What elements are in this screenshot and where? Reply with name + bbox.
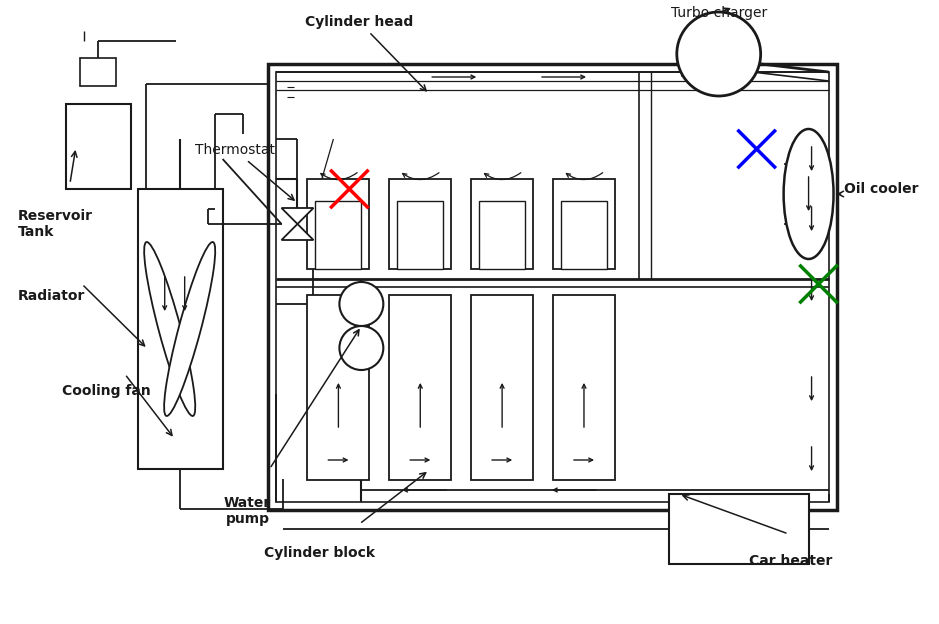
Text: Oil cooler: Oil cooler xyxy=(843,182,918,196)
Bar xyxy=(390,179,452,269)
Bar xyxy=(397,201,443,269)
Ellipse shape xyxy=(145,242,195,416)
Text: Car heater: Car heater xyxy=(748,554,832,568)
Text: Water
pump: Water pump xyxy=(223,496,271,526)
Text: Turbo charger: Turbo charger xyxy=(670,6,767,20)
Text: Radiator: Radiator xyxy=(18,289,85,303)
Bar xyxy=(390,295,452,480)
Polygon shape xyxy=(282,224,314,240)
Text: Cylinder block: Cylinder block xyxy=(264,546,375,560)
Text: Thermostat: Thermostat xyxy=(194,143,294,200)
Bar xyxy=(80,58,115,86)
Bar xyxy=(307,179,369,269)
Polygon shape xyxy=(282,208,314,224)
Bar xyxy=(66,104,131,189)
Bar xyxy=(268,64,837,510)
Text: Cooling fan: Cooling fan xyxy=(62,384,150,398)
Bar xyxy=(275,72,828,502)
Bar xyxy=(561,201,607,269)
Bar xyxy=(471,295,533,480)
Bar xyxy=(316,201,362,269)
Bar xyxy=(307,295,369,480)
Circle shape xyxy=(339,282,383,326)
Bar xyxy=(553,295,615,480)
Ellipse shape xyxy=(784,129,834,259)
Bar xyxy=(669,494,808,564)
Circle shape xyxy=(677,12,761,96)
Bar xyxy=(471,179,533,269)
Text: Cylinder head: Cylinder head xyxy=(305,15,426,90)
Circle shape xyxy=(339,326,383,370)
Text: Reservoir
Tank: Reservoir Tank xyxy=(18,209,93,239)
Bar xyxy=(479,201,525,269)
Ellipse shape xyxy=(164,242,215,416)
Bar xyxy=(138,189,223,469)
Bar xyxy=(553,179,615,269)
